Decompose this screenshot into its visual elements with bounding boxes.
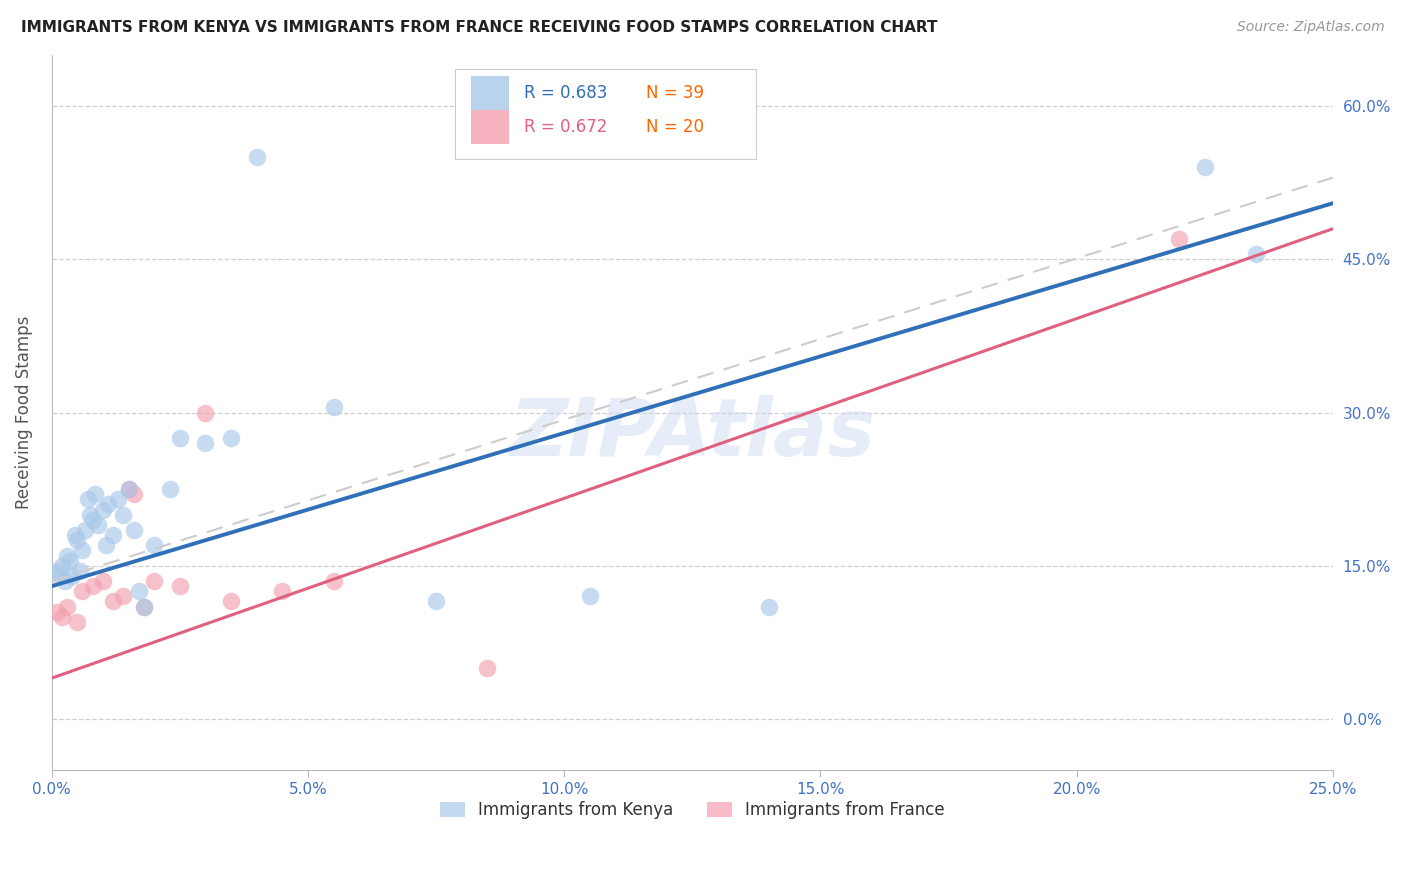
- Point: [122, 487, 145, 501]
- Point: [477, 661, 499, 675]
- Text: R = 0.683: R = 0.683: [524, 84, 607, 102]
- Point: [132, 599, 155, 614]
- Text: N = 39: N = 39: [647, 84, 704, 102]
- Point: [322, 574, 344, 588]
- Point: [66, 615, 89, 629]
- Text: ZIPAtlas: ZIPAtlas: [509, 395, 876, 473]
- Point: [122, 523, 145, 537]
- Point: [94, 538, 117, 552]
- Point: [53, 574, 76, 588]
- Point: [112, 508, 135, 522]
- Point: [117, 482, 139, 496]
- Point: [73, 523, 96, 537]
- Point: [219, 431, 242, 445]
- Point: [271, 584, 294, 599]
- Point: [169, 431, 191, 445]
- Point: [97, 498, 120, 512]
- Point: [194, 406, 217, 420]
- Point: [143, 574, 166, 588]
- FancyBboxPatch shape: [456, 70, 756, 159]
- Point: [112, 590, 135, 604]
- Point: [103, 594, 125, 608]
- Point: [60, 569, 83, 583]
- Point: [69, 564, 91, 578]
- Bar: [471, 76, 509, 111]
- Point: [63, 528, 86, 542]
- Point: [169, 579, 191, 593]
- Point: [45, 564, 67, 578]
- Point: [322, 401, 344, 415]
- Text: Source: ZipAtlas.com: Source: ZipAtlas.com: [1237, 20, 1385, 34]
- Point: [91, 574, 114, 588]
- Point: [103, 528, 125, 542]
- Point: [56, 599, 79, 614]
- Point: [56, 549, 79, 563]
- Text: IMMIGRANTS FROM KENYA VS IMMIGRANTS FROM FRANCE RECEIVING FOOD STAMPS CORRELATIO: IMMIGRANTS FROM KENYA VS IMMIGRANTS FROM…: [21, 20, 938, 35]
- Point: [194, 436, 217, 450]
- Point: [87, 517, 110, 532]
- Point: [117, 482, 139, 496]
- Point: [82, 579, 104, 593]
- Point: [128, 584, 150, 599]
- Point: [76, 492, 98, 507]
- Point: [1168, 232, 1191, 246]
- Point: [84, 487, 107, 501]
- Legend: Immigrants from Kenya, Immigrants from France: Immigrants from Kenya, Immigrants from F…: [433, 795, 952, 826]
- Point: [143, 538, 166, 552]
- Point: [246, 150, 269, 164]
- Point: [79, 508, 101, 522]
- Text: R = 0.672: R = 0.672: [524, 119, 607, 136]
- Point: [132, 599, 155, 614]
- Point: [66, 533, 89, 548]
- Point: [48, 569, 70, 583]
- Bar: [471, 111, 509, 145]
- Point: [1194, 161, 1216, 175]
- Point: [72, 584, 94, 599]
- Y-axis label: Receiving Food Stamps: Receiving Food Stamps: [15, 316, 32, 509]
- Point: [159, 482, 181, 496]
- Point: [107, 492, 129, 507]
- Point: [59, 554, 82, 568]
- Text: N = 20: N = 20: [647, 119, 704, 136]
- Point: [51, 558, 73, 573]
- Point: [45, 605, 67, 619]
- Point: [51, 609, 73, 624]
- Point: [72, 543, 94, 558]
- Point: [578, 590, 600, 604]
- Point: [82, 513, 104, 527]
- Point: [425, 594, 447, 608]
- Point: [91, 502, 114, 516]
- Point: [219, 594, 242, 608]
- Point: [758, 599, 780, 614]
- Point: [1244, 247, 1267, 261]
